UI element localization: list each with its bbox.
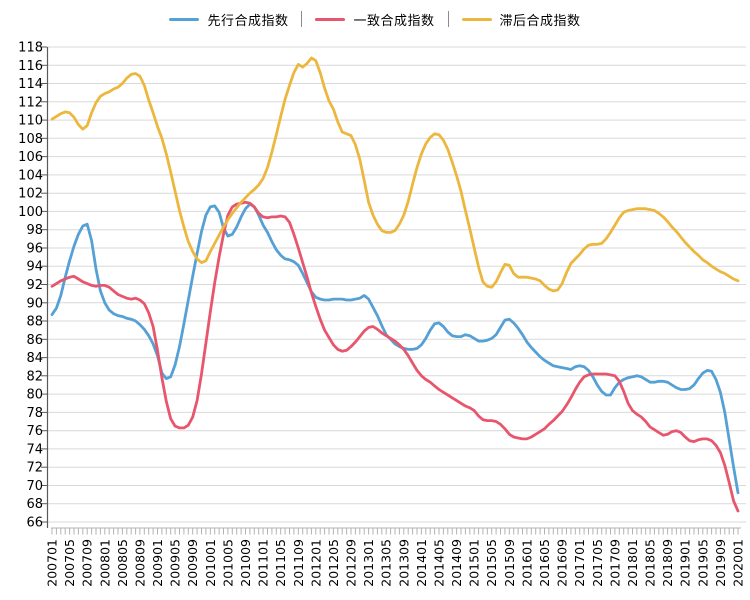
x-tick-label: 201809 (660, 539, 675, 587)
y-tick-label: 68 (26, 497, 43, 512)
x-tick-label: 200905 (168, 539, 183, 587)
y-tick-label: 70 (26, 479, 43, 494)
x-tick-label: 201701 (572, 539, 587, 587)
x-tick-label: 201205 (326, 539, 341, 587)
y-tick-label: 102 (18, 187, 43, 202)
x-tick-label: 201901 (678, 539, 693, 587)
y-tick-label: 92 (26, 278, 43, 293)
series-line-leading (50, 202, 740, 495)
x-tick-label: 201905 (695, 539, 710, 587)
legend-separator (447, 11, 449, 27)
y-tick-label: 100 (18, 205, 43, 220)
x-tick-label: 200709 (80, 539, 95, 587)
legend-line-swatch-coincident (315, 17, 346, 21)
y-tick-label: 94 (26, 260, 43, 275)
legend-line-swatch-leading (169, 17, 200, 21)
x-tick-label: 201201 (308, 539, 323, 587)
y-tick-label: 82 (26, 369, 43, 384)
x-tick-label: 201501 (467, 539, 482, 587)
x-tick-label: 202001 (731, 539, 746, 587)
x-tick-label: 201601 (519, 539, 534, 587)
x-tick-label: 200705 (62, 539, 77, 587)
legend-label-coincident: 一致合成指数 (353, 13, 435, 29)
y-tick-label: 74 (26, 442, 43, 457)
legend-item-leading[interactable]: 先行合成指数 (169, 10, 288, 29)
x-tick-label: 201801 (625, 539, 640, 587)
legend-line-swatch-lagging (461, 17, 492, 21)
x-tick-label: 201805 (643, 539, 658, 587)
y-tick-label: 66 (26, 516, 43, 531)
legend: 先行合成指数 一致合成指数 滞后合成指数 (0, 8, 750, 30)
x-tick-label: 201305 (379, 539, 394, 587)
y-tick-label: 86 (26, 333, 43, 348)
series-line-coincident (50, 200, 740, 513)
legend-item-lagging[interactable]: 滞后合成指数 (461, 10, 581, 29)
x-tick-label: 201705 (590, 539, 605, 587)
x-tick-label: 201101 (256, 539, 271, 587)
y-tick-label: 76 (26, 424, 43, 439)
y-tick-label: 80 (26, 388, 43, 403)
y-tick-label: 108 (18, 132, 43, 147)
x-tick-label: 201105 (273, 539, 288, 587)
legend-item-coincident[interactable]: 一致合成指数 (315, 10, 434, 29)
y-tick-label: 118 (18, 41, 43, 56)
y-tick-label: 106 (18, 150, 43, 165)
x-tick-label: 201909 (713, 539, 728, 587)
y-tick-label: 84 (26, 351, 43, 366)
x-tick-label: 201301 (361, 539, 376, 587)
legend-label-lagging: 滞后合成指数 (499, 13, 581, 29)
x-tick-label: 201209 (344, 539, 359, 587)
x-tick-label: 200901 (150, 539, 165, 587)
x-tick-label: 201109 (291, 539, 306, 587)
x-tick-label: 201505 (484, 539, 499, 587)
x-tick-label: 200805 (115, 539, 130, 587)
y-tick-label: 96 (26, 242, 43, 257)
y-tick-label: 98 (26, 223, 43, 238)
x-tick-label: 201409 (449, 539, 464, 587)
x-tick-label: 201405 (432, 539, 447, 587)
y-tick-label: 90 (26, 296, 43, 311)
x-tick-label: 200801 (97, 539, 112, 587)
x-tick-label: 201005 (220, 539, 235, 587)
series-line-lagging (50, 56, 740, 293)
x-tick-label: 201001 (203, 539, 218, 587)
y-tick-label: 78 (26, 406, 43, 421)
x-tick-label: 201309 (396, 539, 411, 587)
y-tick-label: 110 (18, 114, 43, 129)
x-tick-label: 201709 (607, 539, 622, 587)
legend-label-leading: 先行合成指数 (207, 13, 289, 29)
y-tick-label: 88 (26, 315, 43, 330)
x-tick-label: 201401 (414, 539, 429, 587)
x-tick-label: 200909 (185, 539, 200, 587)
y-tick-label: 112 (18, 95, 43, 110)
x-tick-label: 200701 (45, 539, 60, 587)
x-tick-label: 201509 (502, 539, 517, 587)
x-tick-label: 201605 (537, 539, 552, 587)
y-tick-label: 104 (18, 168, 43, 183)
legend-separator (301, 11, 303, 27)
x-tick-label: 200809 (132, 539, 147, 587)
x-tick-label: 201009 (238, 539, 253, 587)
y-tick-label: 114 (18, 77, 43, 92)
x-tick-label: 201609 (555, 539, 570, 587)
y-tick-label: 72 (26, 461, 43, 476)
y-tick-label: 116 (18, 59, 43, 74)
